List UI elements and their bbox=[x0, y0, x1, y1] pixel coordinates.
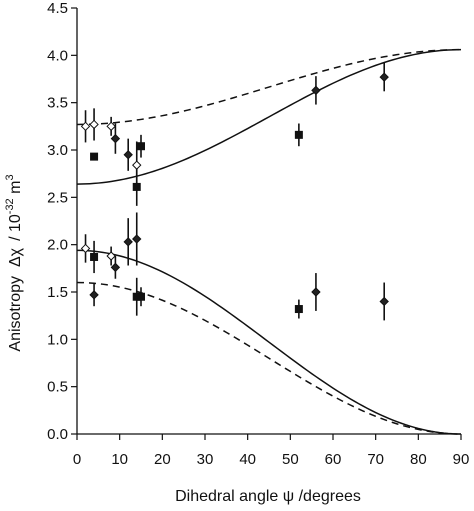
diamond-point bbox=[311, 287, 321, 297]
x-tick-label: 20 bbox=[154, 451, 171, 468]
diamond-point bbox=[80, 243, 91, 254]
diamond-point bbox=[123, 150, 133, 160]
tick-labels: 0 10 20 30 40 50 60 70 80 90 0.0 0.5 1.0 1.5 2.0 2.5 3.0… bbox=[47, 0, 469, 468]
data-points bbox=[80, 72, 389, 314]
diamond-point bbox=[123, 237, 133, 247]
square-point bbox=[90, 252, 99, 261]
y-tick-label: 2.0 bbox=[47, 237, 68, 254]
svg-text:AnisotropyΔχ/ 10-32 m3: Anisotropy Δχ / 10-32 m3 bbox=[4, 174, 24, 351]
axes bbox=[71, 7, 462, 440]
y-axis-title-prefix: Anisotropy bbox=[7, 276, 24, 352]
x-tick-label: 60 bbox=[325, 451, 342, 468]
x-tick-label: 10 bbox=[111, 451, 128, 468]
y-tick-label: 4.0 bbox=[47, 47, 68, 64]
y-tick-label: 1.5 bbox=[47, 284, 68, 301]
diamond-point bbox=[80, 121, 91, 132]
y-axis-title-exponent: -32 bbox=[4, 198, 16, 214]
y-axis-title: Anisotropy Δχ / 10-32 m3 bbox=[4, 174, 24, 351]
x-tick-label: 70 bbox=[367, 451, 384, 468]
solid-curve-2 bbox=[76, 249, 462, 435]
x-tick-label: 30 bbox=[197, 451, 214, 468]
x-tick-label: 80 bbox=[410, 451, 427, 468]
dashed-curve-1 bbox=[76, 48, 462, 126]
y-axis-title-symbol: Δχ bbox=[7, 247, 24, 267]
y-axis-title-unit: / 10 bbox=[7, 214, 24, 241]
square-point bbox=[294, 305, 303, 314]
model-curves bbox=[76, 48, 462, 435]
dashed-curve-3 bbox=[76, 281, 462, 435]
diamond-point bbox=[311, 85, 321, 96]
y-tick-label: 0.5 bbox=[47, 379, 68, 396]
y-axis-title-unit-m: m bbox=[7, 181, 24, 199]
x-tick-label: 50 bbox=[282, 451, 299, 468]
diamond-point bbox=[106, 251, 116, 261]
y-axis-title-exponent-2: 3 bbox=[4, 174, 16, 180]
square-point bbox=[137, 292, 145, 301]
y-tick-label: 2.5 bbox=[47, 189, 68, 206]
diamond-point bbox=[89, 290, 99, 300]
y-tick-label: 0.0 bbox=[47, 426, 68, 443]
y-tick-label: 3.0 bbox=[47, 142, 68, 159]
diamond-point bbox=[89, 119, 99, 130]
x-axis-title: Dihedral angle ψ /degrees bbox=[175, 488, 361, 505]
square-point bbox=[132, 182, 141, 191]
diamond-point bbox=[132, 160, 142, 170]
x-tick-label: 40 bbox=[239, 451, 256, 468]
error-bars bbox=[84, 62, 386, 321]
diamond-point bbox=[379, 72, 389, 82]
y-tick-label: 3.5 bbox=[47, 95, 68, 112]
diamond-point bbox=[110, 262, 121, 273]
x-tick-label: 90 bbox=[453, 451, 470, 468]
diamond-point bbox=[379, 296, 389, 307]
y-tick-label: 4.5 bbox=[47, 0, 68, 17]
x-tick-label: 0 bbox=[73, 451, 81, 468]
square-point bbox=[132, 292, 141, 301]
square-point bbox=[294, 130, 303, 139]
diamond-point bbox=[132, 234, 142, 244]
solid-curve-0 bbox=[76, 48, 462, 185]
diamond-point bbox=[106, 121, 116, 132]
square-point bbox=[137, 142, 145, 151]
square-point bbox=[90, 152, 99, 161]
y-tick-label: 1.0 bbox=[47, 331, 68, 348]
diamond-point bbox=[110, 133, 121, 144]
